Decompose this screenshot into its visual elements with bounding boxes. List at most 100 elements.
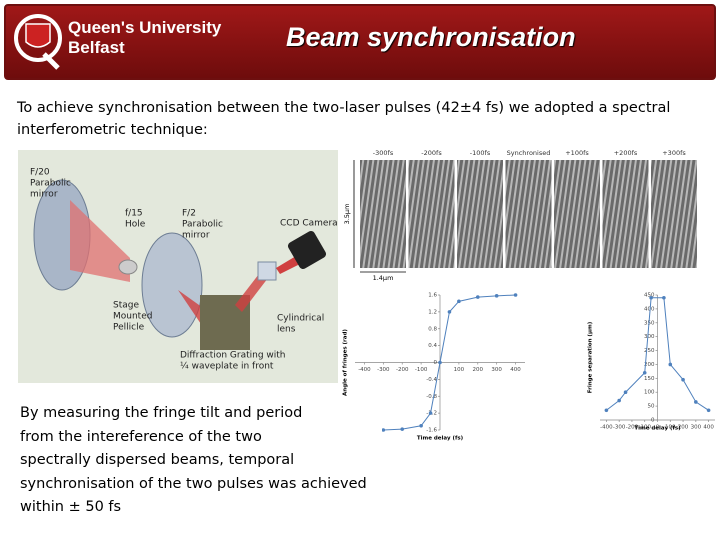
x-tick-label: 100 [454, 367, 465, 373]
y-tick-label: 1.2 [428, 309, 437, 315]
y-tick-label: -0.8 [426, 394, 437, 400]
y-tick-label: 150 [644, 376, 655, 382]
data-point [617, 398, 621, 403]
x-tick-label: -100 [415, 367, 428, 373]
x-tick-label: 300 [491, 367, 502, 373]
x-tick-label: -100 [638, 425, 651, 431]
diagram-label: mirror [182, 231, 210, 241]
x-tick-label: 300 [691, 425, 702, 431]
x-tick-label: -300 [377, 367, 390, 373]
width-label: 1.4µm [373, 274, 394, 282]
diagram-label: f/15 [125, 209, 143, 219]
summary-line: from the intereference of the two [20, 428, 262, 445]
diagram-label: Hole [125, 220, 146, 230]
y-tick-label: 350 [644, 320, 655, 326]
data-point [513, 293, 518, 297]
height-label: 3.5µm [343, 204, 351, 225]
diagram-label: Pellicle [113, 323, 145, 333]
x-tick-label: 400 [510, 367, 521, 373]
delay-label: -300fs [373, 149, 394, 157]
summary-line: spectrally dispersed beams, temporal [20, 452, 295, 468]
fringe-image [505, 160, 552, 268]
delay-label: -200fs [421, 149, 442, 157]
x-tick-label: -200 [626, 425, 639, 431]
slide-title: Beam synchronisation [286, 22, 576, 52]
diagram-label: CCD Camera [280, 219, 338, 229]
x-tick-label: -400 [600, 425, 613, 431]
summary-line: synchronisation of the two pulses was ac… [20, 475, 367, 492]
y-axis-label: Fringe separation (µm) [588, 321, 594, 393]
data-point [428, 411, 433, 415]
data-point [623, 390, 628, 395]
summary-line: within ± 50 fs [20, 499, 122, 515]
data-point [494, 294, 499, 298]
data-point [681, 377, 685, 382]
beam [276, 256, 300, 274]
fringe-image [602, 160, 649, 268]
data-point [706, 408, 711, 413]
header-bar: Queen's University Belfast Beam synchron… [4, 4, 716, 80]
delay-label: +100fs [565, 149, 589, 157]
x-tick-label: 400 [703, 425, 714, 431]
x-axis-label: Time delay (fs) [417, 436, 464, 442]
y-tick-label: 200 [644, 362, 655, 368]
delay-label: +300fs [662, 149, 686, 157]
data-line [606, 297, 709, 411]
x-tick-label: -400 [358, 367, 371, 373]
diagram-label: Parabolic [30, 179, 71, 189]
y-tick-label: 0 [434, 360, 438, 366]
data-point [668, 362, 673, 367]
data-point [438, 360, 442, 365]
fringe-image [651, 160, 697, 268]
y-tick-label: 0.4 [428, 343, 437, 349]
y-tick-label: 400 [644, 306, 655, 312]
diagram-label: Mounted [113, 312, 152, 322]
pellicle [118, 259, 138, 275]
data-point [447, 310, 452, 314]
diagram-label: ¼ waveplate in front [180, 362, 274, 372]
x-tick-label: -300 [613, 425, 626, 431]
data-point [457, 299, 461, 304]
data-point [649, 295, 653, 300]
y-tick-label: 300 [644, 334, 655, 340]
y-tick-label: -1.6 [426, 428, 437, 434]
data-point [419, 423, 423, 428]
x-tick-label: 100 [665, 425, 676, 431]
y-tick-label: 250 [644, 348, 655, 354]
delay-label: -100fs [470, 149, 491, 157]
logo [14, 14, 62, 70]
fringe-image [554, 160, 600, 268]
fringe-image [408, 160, 455, 268]
summary-text: By measuring the fringe tilt and period f… [18, 400, 382, 522]
data-point [642, 370, 647, 375]
x-axis-label: Time delay (fs) [634, 426, 681, 432]
diagram-label: lens [277, 325, 296, 335]
diagram-label: F/2 [182, 209, 196, 219]
data-point [381, 428, 386, 432]
x-tick-label: 0 [656, 425, 660, 431]
diagram-label: Parabolic [182, 220, 223, 230]
y-tick-label: 450 [644, 293, 655, 299]
fringe-image [457, 160, 503, 268]
diagram-label: Stage [113, 301, 139, 311]
diagram-label: Cylindrical [277, 314, 324, 324]
x-tick-label: -200 [396, 367, 409, 373]
logo-text: Queen's University [68, 18, 222, 37]
data-point [604, 408, 609, 413]
x-tick-label: 200 [473, 367, 484, 373]
y-tick-label: -0.4 [426, 377, 437, 383]
y-tick-label: 100 [644, 390, 655, 396]
logo-text: Belfast [68, 38, 125, 57]
delay-label: +200fs [614, 149, 638, 157]
x-tick-label: 200 [678, 425, 689, 431]
ccd-camera [287, 230, 327, 270]
y-tick-label: 50 [648, 404, 655, 410]
data-point [662, 295, 666, 300]
y-tick-label: 0.8 [428, 326, 437, 332]
beam [70, 200, 130, 282]
lens [257, 261, 277, 281]
data-point [694, 400, 698, 404]
summary-line: By measuring the fringe tilt and period [20, 405, 303, 421]
